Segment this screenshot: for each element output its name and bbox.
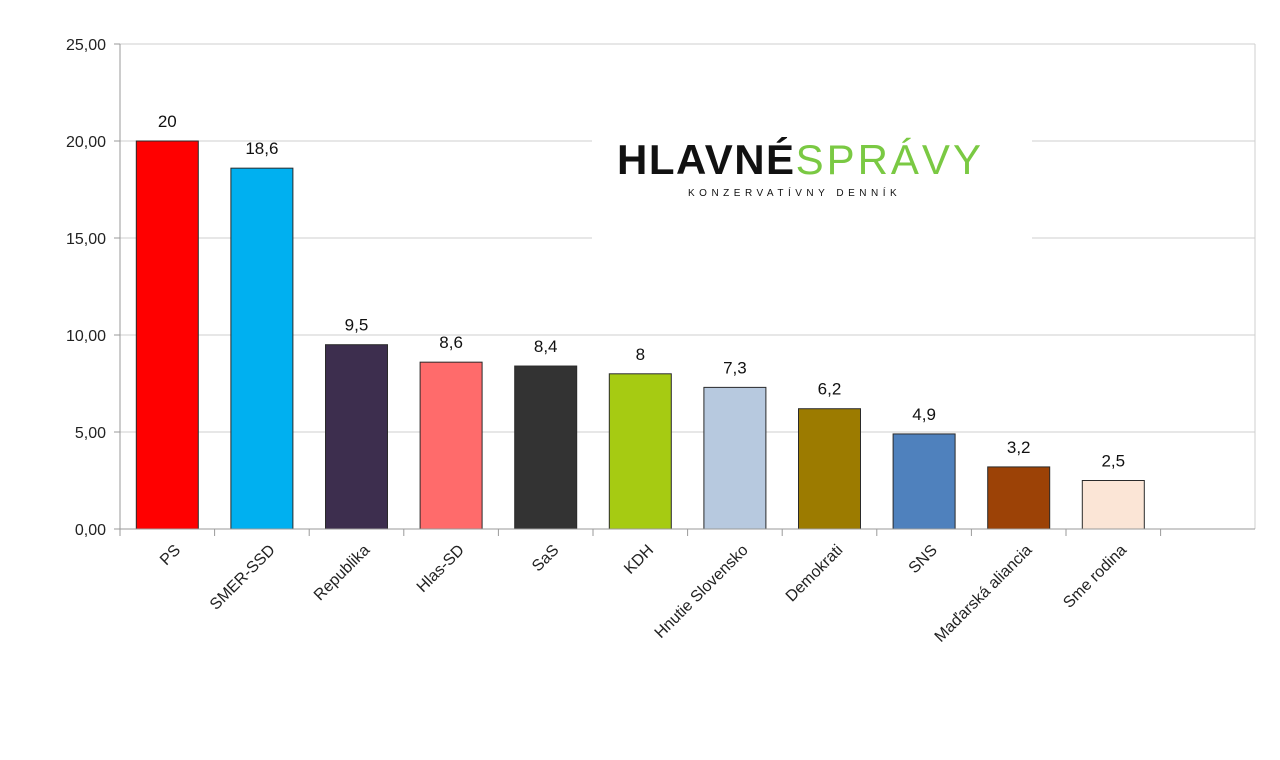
bar-hlas-sd — [419, 361, 483, 530]
data-label: 7,3 — [723, 358, 747, 377]
bar-sns — [892, 433, 956, 530]
logo-subtitle: KONZERVATÍVNY DENNÍK — [688, 188, 902, 199]
x-tick-label: SaS — [529, 542, 562, 575]
bar-hnutie-slovensko — [703, 386, 767, 530]
data-label: 3,2 — [1007, 438, 1031, 457]
bar-republika — [325, 344, 388, 530]
y-tick-label: 0,00 — [75, 522, 106, 539]
x-tick-label: Republika — [311, 542, 373, 604]
data-label: 9,5 — [345, 316, 369, 335]
x-tick-label: Hlas-SD — [414, 542, 468, 596]
data-label: 8,6 — [439, 333, 463, 352]
x-tick-label: Maďarská aliancia — [932, 542, 1036, 646]
x-tick-label: Sme rodina — [1060, 542, 1130, 612]
data-label: 20 — [158, 112, 177, 131]
data-label: 8 — [636, 345, 645, 364]
x-tick-label: Demokrati — [783, 542, 847, 606]
bar-sme-rodina — [1081, 480, 1145, 530]
data-label: 8,4 — [534, 337, 558, 356]
y-tick-label: 10,00 — [66, 328, 106, 345]
bar-smer-ssd — [230, 167, 294, 530]
x-tick-label: KDH — [621, 542, 657, 578]
y-tick-label: 25,00 — [66, 37, 106, 54]
bar-ma-arsk-aliancia — [987, 466, 1051, 530]
bar-ps — [135, 140, 199, 530]
y-tick-label: 20,00 — [66, 134, 106, 151]
bar-demokrati — [798, 408, 861, 530]
data-labels: 20 18,6 9,5 8,6 8,4 8 7,3 6,2 4,9 3,2 2,5 — [158, 112, 1125, 471]
bar-sas — [514, 365, 578, 530]
x-tick-label: SNS — [906, 542, 941, 577]
y-tick-label: 15,00 — [66, 231, 106, 248]
data-label: 18,6 — [245, 139, 278, 158]
x-tick-label: Hnutie Slovensko — [652, 542, 752, 642]
data-label: 4,9 — [912, 405, 936, 424]
data-label: 6,2 — [818, 380, 842, 399]
y-axis: 0,00 5,00 10,00 15,00 20,00 25,00 — [66, 37, 121, 539]
logo-word-1: HLAVNÉ — [617, 136, 796, 183]
bar-kdh — [608, 373, 672, 530]
data-label: 2,5 — [1101, 452, 1125, 471]
bars — [135, 140, 1145, 530]
logo-word-2: SPRÁVY — [795, 136, 984, 183]
x-tick-label: SMER-SSD — [207, 542, 279, 614]
x-tick-label: PS — [157, 542, 184, 569]
logo: HLAVNÉSPRÁVY KONZERVATÍVNY DENNÍK — [592, 82, 1032, 258]
logo-title: HLAVNÉSPRÁVY — [617, 136, 984, 184]
y-tick-label: 5,00 — [75, 425, 106, 442]
